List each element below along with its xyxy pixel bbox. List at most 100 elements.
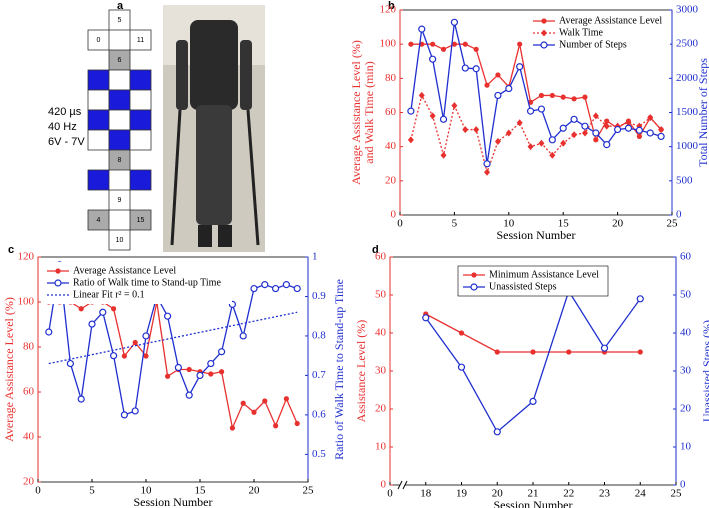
- marker: [571, 131, 578, 139]
- y-tick-label: 0: [391, 209, 397, 221]
- x-tick-label: 0: [387, 488, 393, 500]
- marker: [549, 151, 556, 159]
- marker: [462, 126, 469, 134]
- electrode: [129, 89, 152, 111]
- marker: [186, 366, 192, 373]
- marker: [262, 398, 268, 404]
- y-tick-label: 30: [375, 365, 387, 377]
- x-tick-label: 15: [195, 485, 207, 497]
- y-tick-label: 0: [381, 479, 387, 491]
- x-tick-label: 15: [558, 218, 570, 230]
- marker: [462, 41, 468, 47]
- electrode: [87, 169, 110, 191]
- marker: [505, 84, 513, 93]
- marker: [251, 409, 257, 415]
- electrode: [87, 69, 110, 91]
- legend-marker: [541, 18, 547, 24]
- marker: [604, 118, 610, 124]
- y-tick-label: 10: [375, 441, 387, 453]
- y-tick-label: 60: [23, 386, 35, 398]
- panel-a: a 5 0: [48, 0, 265, 252]
- marker: [517, 41, 523, 47]
- marker: [143, 353, 149, 359]
- electrode: [87, 209, 110, 231]
- marker: [494, 349, 500, 355]
- marker: [636, 295, 644, 303]
- electrode-label: 5: [118, 17, 122, 24]
- x-tick-label: 22: [563, 488, 574, 500]
- y2-tick-label: 2000: [676, 72, 699, 84]
- series-line: [425, 289, 641, 433]
- marker: [505, 129, 512, 137]
- y2-tick-label: 2500: [676, 38, 699, 50]
- y-tick-label: 20: [385, 174, 397, 186]
- electrode: [129, 129, 152, 151]
- y-axis-label: Average Assistance Level (%): [349, 40, 363, 185]
- marker: [538, 92, 545, 99]
- marker: [473, 126, 480, 134]
- marker: [530, 349, 536, 355]
- y2-axis-label: Ratio of Walk Time to Stand-up Time: [332, 279, 346, 460]
- series-line: [410, 43, 662, 142]
- marker: [45, 328, 53, 336]
- marker: [472, 65, 480, 73]
- marker: [592, 112, 599, 120]
- legend-label: Average Assistance Level: [559, 15, 662, 26]
- electrode-label: 9: [118, 197, 122, 204]
- y2-tick-label: 50: [680, 289, 692, 301]
- marker: [429, 55, 437, 63]
- legend-label: Ratio of Walk time to Stand-up Time: [73, 277, 221, 288]
- x-axis-label: Session Number: [497, 228, 576, 242]
- marker: [582, 94, 588, 100]
- marker: [88, 320, 96, 328]
- marker: [549, 92, 555, 99]
- marker: [407, 136, 414, 144]
- marker: [261, 281, 269, 289]
- y-axis-label: and Walk Time (min): [362, 61, 376, 163]
- y2-axis-label: Unassisted Steps (%): [700, 320, 709, 422]
- marker: [422, 314, 430, 322]
- marker: [174, 363, 182, 372]
- electrode: [108, 69, 131, 91]
- electrode: [108, 9, 131, 31]
- y2-tick-label: 0: [676, 209, 682, 221]
- marker: [538, 139, 545, 147]
- x-tick-label: 23: [599, 488, 611, 500]
- electrode-label: 10: [116, 237, 124, 244]
- legend-box: [528, 12, 670, 54]
- x-axis-label: Session Number: [494, 498, 573, 508]
- electrode: [87, 29, 110, 51]
- marker: [78, 306, 84, 312]
- x-tick-label: 20: [492, 488, 504, 500]
- y2-tick-label: 0.6: [312, 408, 326, 420]
- marker: [560, 94, 566, 100]
- marker: [208, 371, 214, 377]
- marker: [77, 395, 85, 403]
- y2-tick-label: 0.7: [312, 369, 326, 381]
- y-tick-label: 100: [18, 296, 35, 308]
- electrode: [129, 29, 152, 51]
- x-tick-label: 10: [141, 485, 153, 497]
- x-tick-label: 21: [528, 488, 539, 500]
- marker: [250, 284, 258, 293]
- marker: [219, 369, 225, 375]
- marker: [495, 72, 501, 78]
- marker: [185, 391, 193, 399]
- marker: [516, 63, 524, 71]
- marker: [592, 129, 600, 137]
- marker: [625, 119, 632, 127]
- marker: [407, 107, 415, 115]
- x-tick-label: 18: [420, 488, 432, 500]
- marker: [527, 143, 534, 151]
- y2-tick-label: 0.5: [312, 448, 326, 460]
- marker: [282, 281, 290, 289]
- marker: [132, 339, 138, 346]
- marker: [293, 284, 301, 293]
- marker: [440, 151, 447, 159]
- marker: [458, 330, 465, 336]
- marker: [636, 122, 643, 130]
- x-tick-label: 25: [303, 485, 315, 497]
- y2-tick-label: 20: [680, 403, 692, 415]
- marker: [494, 91, 502, 100]
- marker: [646, 129, 654, 137]
